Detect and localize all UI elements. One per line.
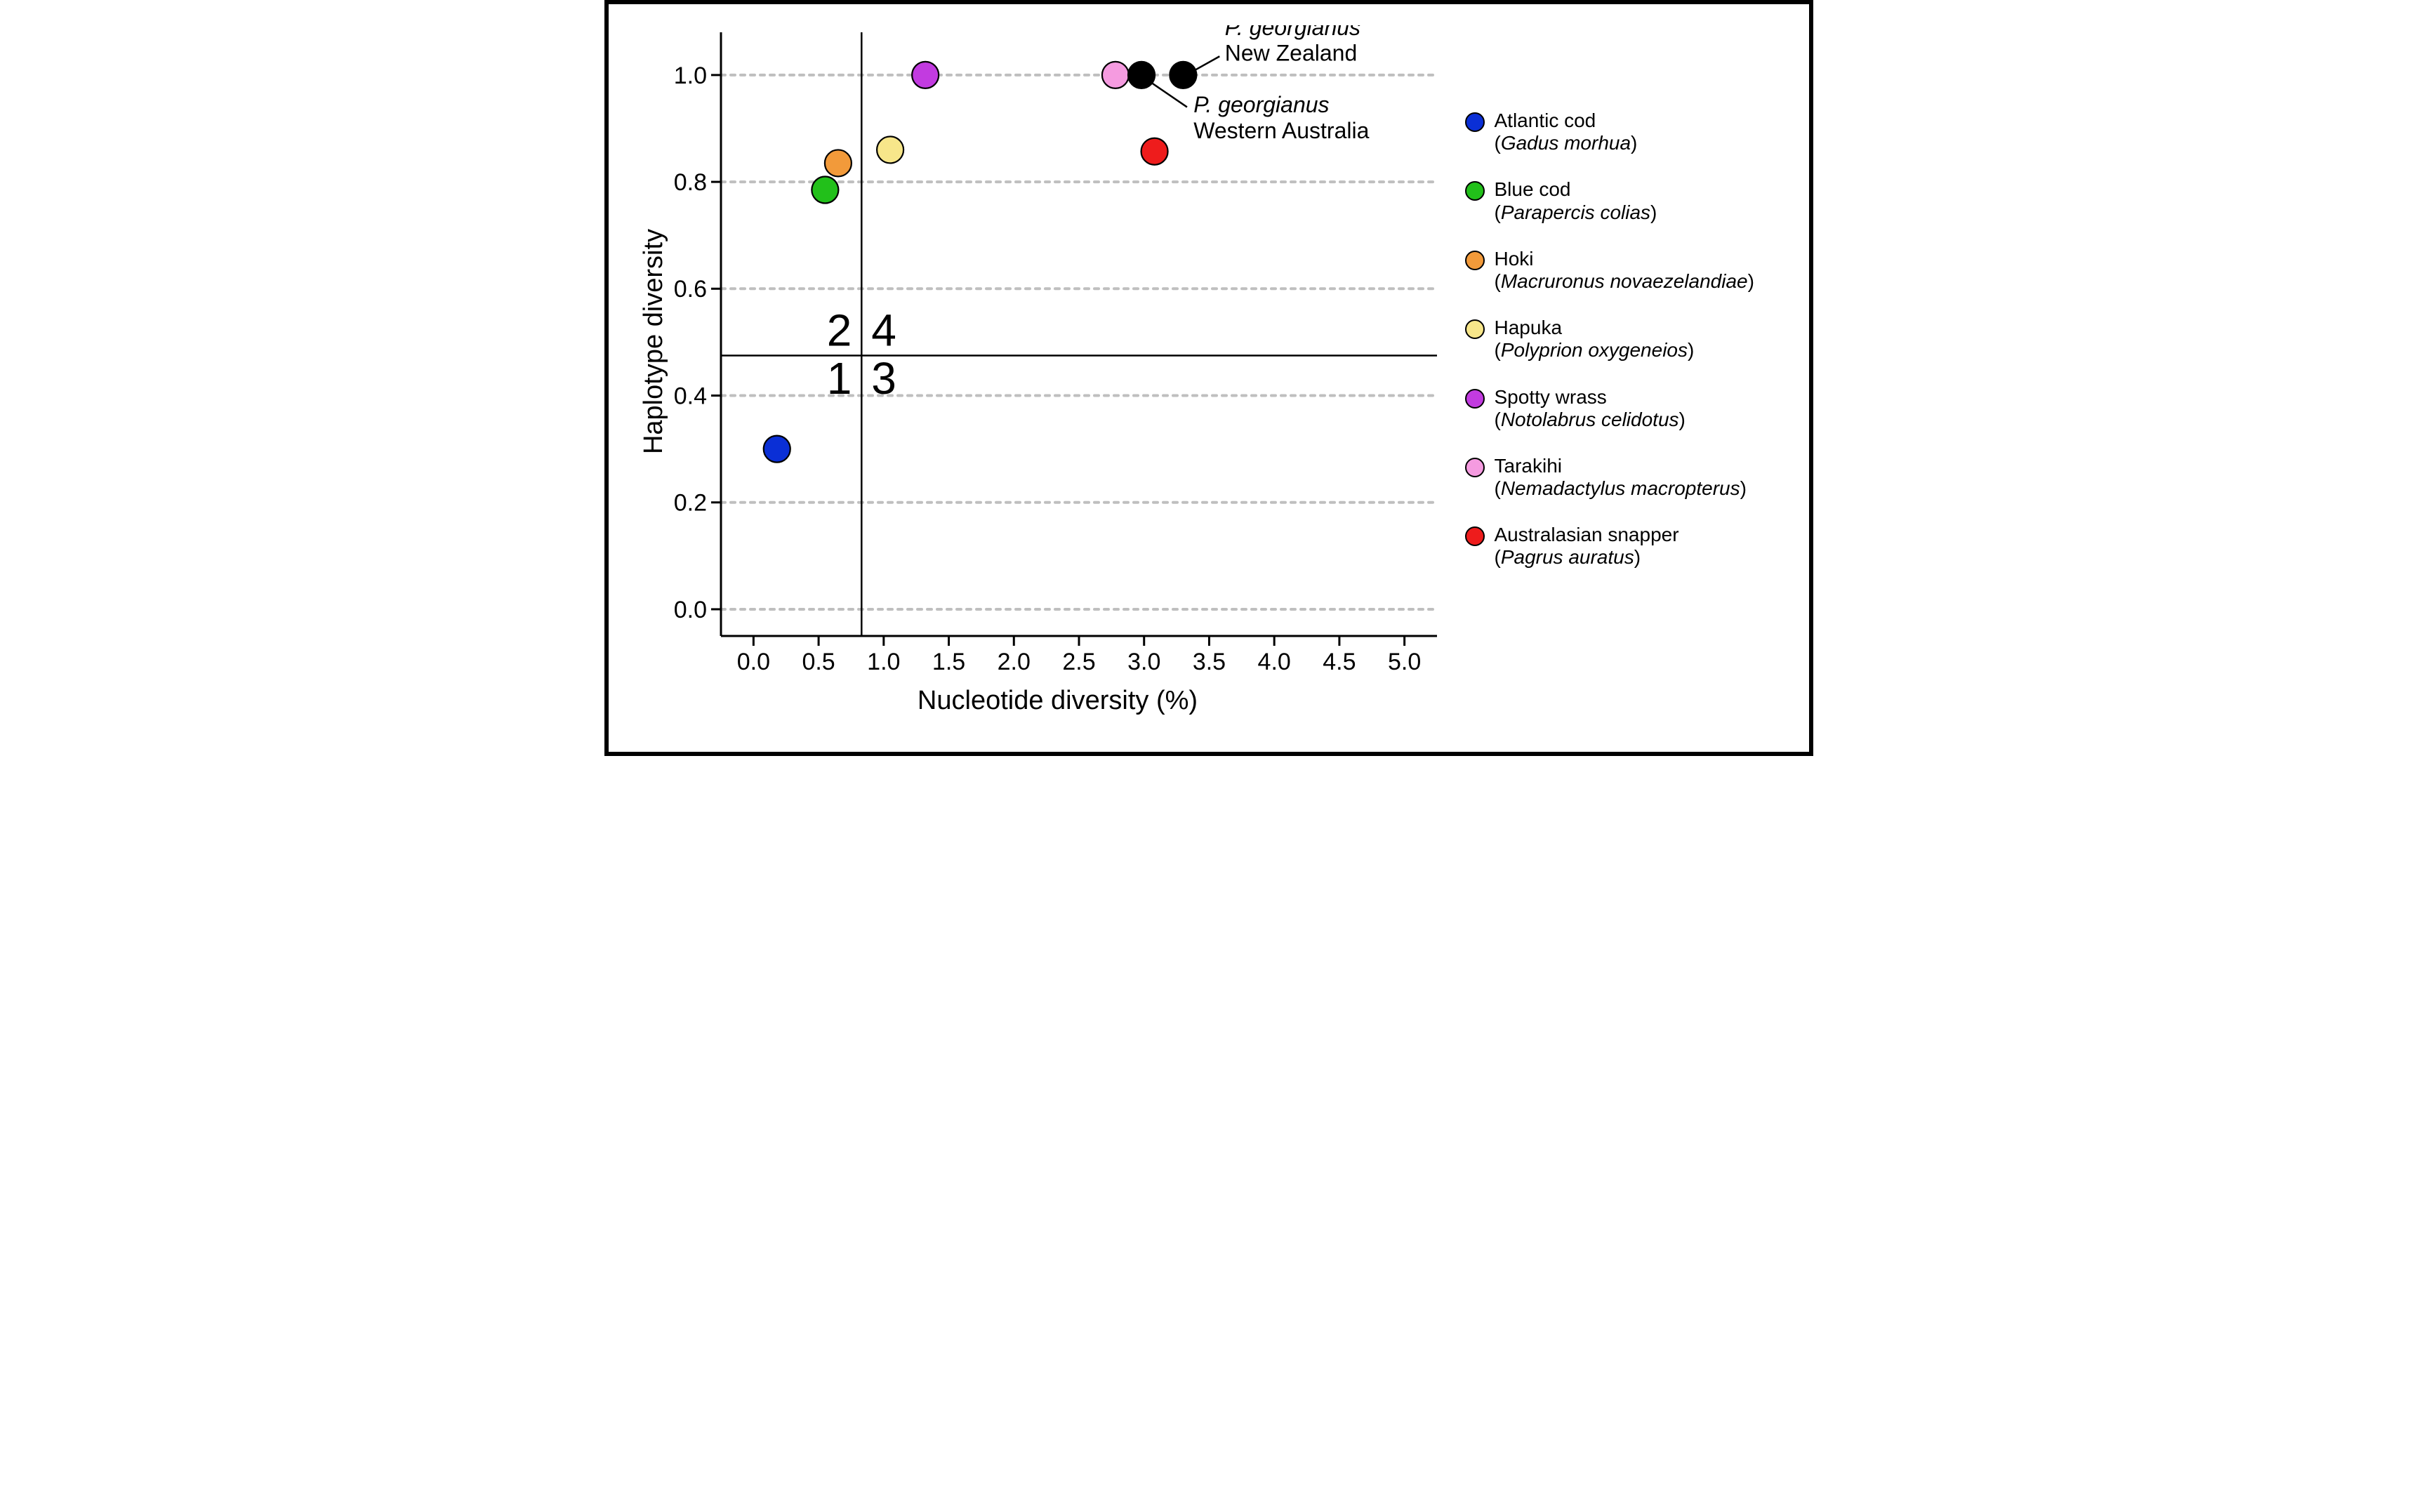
annotation-text: P. georgianus xyxy=(1224,25,1360,40)
point-atlantic_cod xyxy=(763,436,790,463)
svg-text:0.0: 0.0 xyxy=(673,597,706,623)
legend-text: Hapuka(Polyprion oxygeneios) xyxy=(1495,317,1695,362)
annotation-text: P. georgianus xyxy=(1193,92,1329,117)
svg-text:4: 4 xyxy=(871,305,896,355)
svg-text:4.5: 4.5 xyxy=(1323,649,1356,675)
legend-text: Blue cod(Parapercis colias) xyxy=(1495,178,1657,223)
plot-block: 1234 0.0 0.5 1.0 1.5 2.0 2.5 3.0 3.5 4.0 4.5 5.0 0.0… xyxy=(672,25,1444,716)
point-hapuka xyxy=(877,136,903,163)
legend-item: Atlantic cod(Gadus morhua) xyxy=(1465,110,1754,154)
annotation-text: New Zealand xyxy=(1224,41,1357,66)
point-tarakihi xyxy=(1101,62,1128,88)
legend-dot-icon xyxy=(1465,526,1485,546)
point-blue_cod xyxy=(812,177,838,204)
svg-text:5.0: 5.0 xyxy=(1388,649,1421,675)
legend-dot-icon xyxy=(1465,181,1485,201)
svg-text:0.0: 0.0 xyxy=(736,649,769,675)
legend-item: Hapuka(Polyprion oxygeneios) xyxy=(1465,317,1754,362)
svg-text:0.5: 0.5 xyxy=(802,649,835,675)
svg-text:1.5: 1.5 xyxy=(932,649,965,675)
legend-text: Spotty wrass(Notolabrus celidotus) xyxy=(1495,386,1686,431)
point-snapper xyxy=(1141,138,1167,165)
legend-text: Atlantic cod(Gadus morhua) xyxy=(1495,110,1638,154)
svg-text:0.8: 0.8 xyxy=(673,169,706,196)
legend-item: Blue cod(Parapercis colias) xyxy=(1465,178,1754,223)
svg-text:0.2: 0.2 xyxy=(673,490,706,517)
svg-text:2.0: 2.0 xyxy=(997,649,1030,675)
point-spotty_wrass xyxy=(912,62,939,88)
y-axis-label: Haplotype diversity xyxy=(639,228,669,453)
legend-dot-icon xyxy=(1465,319,1485,339)
legend-item: Hoki(Macruronus novaezelandiae) xyxy=(1465,248,1754,293)
chart-frame: Haplotype diversity 1234 0.0 0.5 1.0 1.5 2.0 2… xyxy=(604,0,1813,756)
svg-text:2.5: 2.5 xyxy=(1062,649,1095,675)
legend-item: Spotty wrass(Notolabrus celidotus) xyxy=(1465,386,1754,431)
point-pg_nz xyxy=(1170,62,1196,88)
legend-dot-icon xyxy=(1465,389,1485,409)
x-axis-label: Nucleotide diversity (%) xyxy=(672,686,1444,716)
legend-dot-icon xyxy=(1465,458,1485,477)
legend-dot-icon xyxy=(1465,251,1485,270)
chart-wrap: Haplotype diversity 1234 0.0 0.5 1.0 1.5 2.0 2… xyxy=(637,25,1754,716)
svg-text:4.0: 4.0 xyxy=(1257,649,1290,675)
annotation-text: Western Australia xyxy=(1193,118,1369,143)
y-axis-label-wrap: Haplotype diversity xyxy=(637,25,672,657)
legend-text: Australasian snapper(Pagrus auratus) xyxy=(1495,524,1679,569)
legend: Atlantic cod(Gadus morhua) Blue cod(Parap… xyxy=(1465,110,1754,593)
legend-text: Tarakihi(Nemadactylus macropterus) xyxy=(1495,455,1747,500)
legend-item: Australasian snapper(Pagrus auratus) xyxy=(1465,524,1754,569)
svg-text:1: 1 xyxy=(826,353,852,404)
legend-text: Hoki(Macruronus novaezelandiae) xyxy=(1495,248,1754,293)
svg-text:3: 3 xyxy=(871,353,896,404)
svg-text:1.0: 1.0 xyxy=(673,62,706,89)
svg-text:3.5: 3.5 xyxy=(1192,649,1225,675)
plot-column: Haplotype diversity 1234 0.0 0.5 1.0 1.5 2.0 2… xyxy=(637,25,1444,716)
point-hoki xyxy=(824,150,851,176)
svg-text:1.0: 1.0 xyxy=(867,649,900,675)
svg-text:0.4: 0.4 xyxy=(673,383,706,409)
point-pg_wa xyxy=(1128,62,1155,88)
svg-text:3.0: 3.0 xyxy=(1127,649,1160,675)
svg-text:0.6: 0.6 xyxy=(673,276,706,303)
legend-item: Tarakihi(Nemadactylus macropterus) xyxy=(1465,455,1754,500)
legend-dot-icon xyxy=(1465,112,1485,132)
svg-text:2: 2 xyxy=(826,305,852,355)
scatter-plot: 1234 0.0 0.5 1.0 1.5 2.0 2.5 3.0 3.5 4.0 4.5 5.0 0.0… xyxy=(672,25,1444,678)
